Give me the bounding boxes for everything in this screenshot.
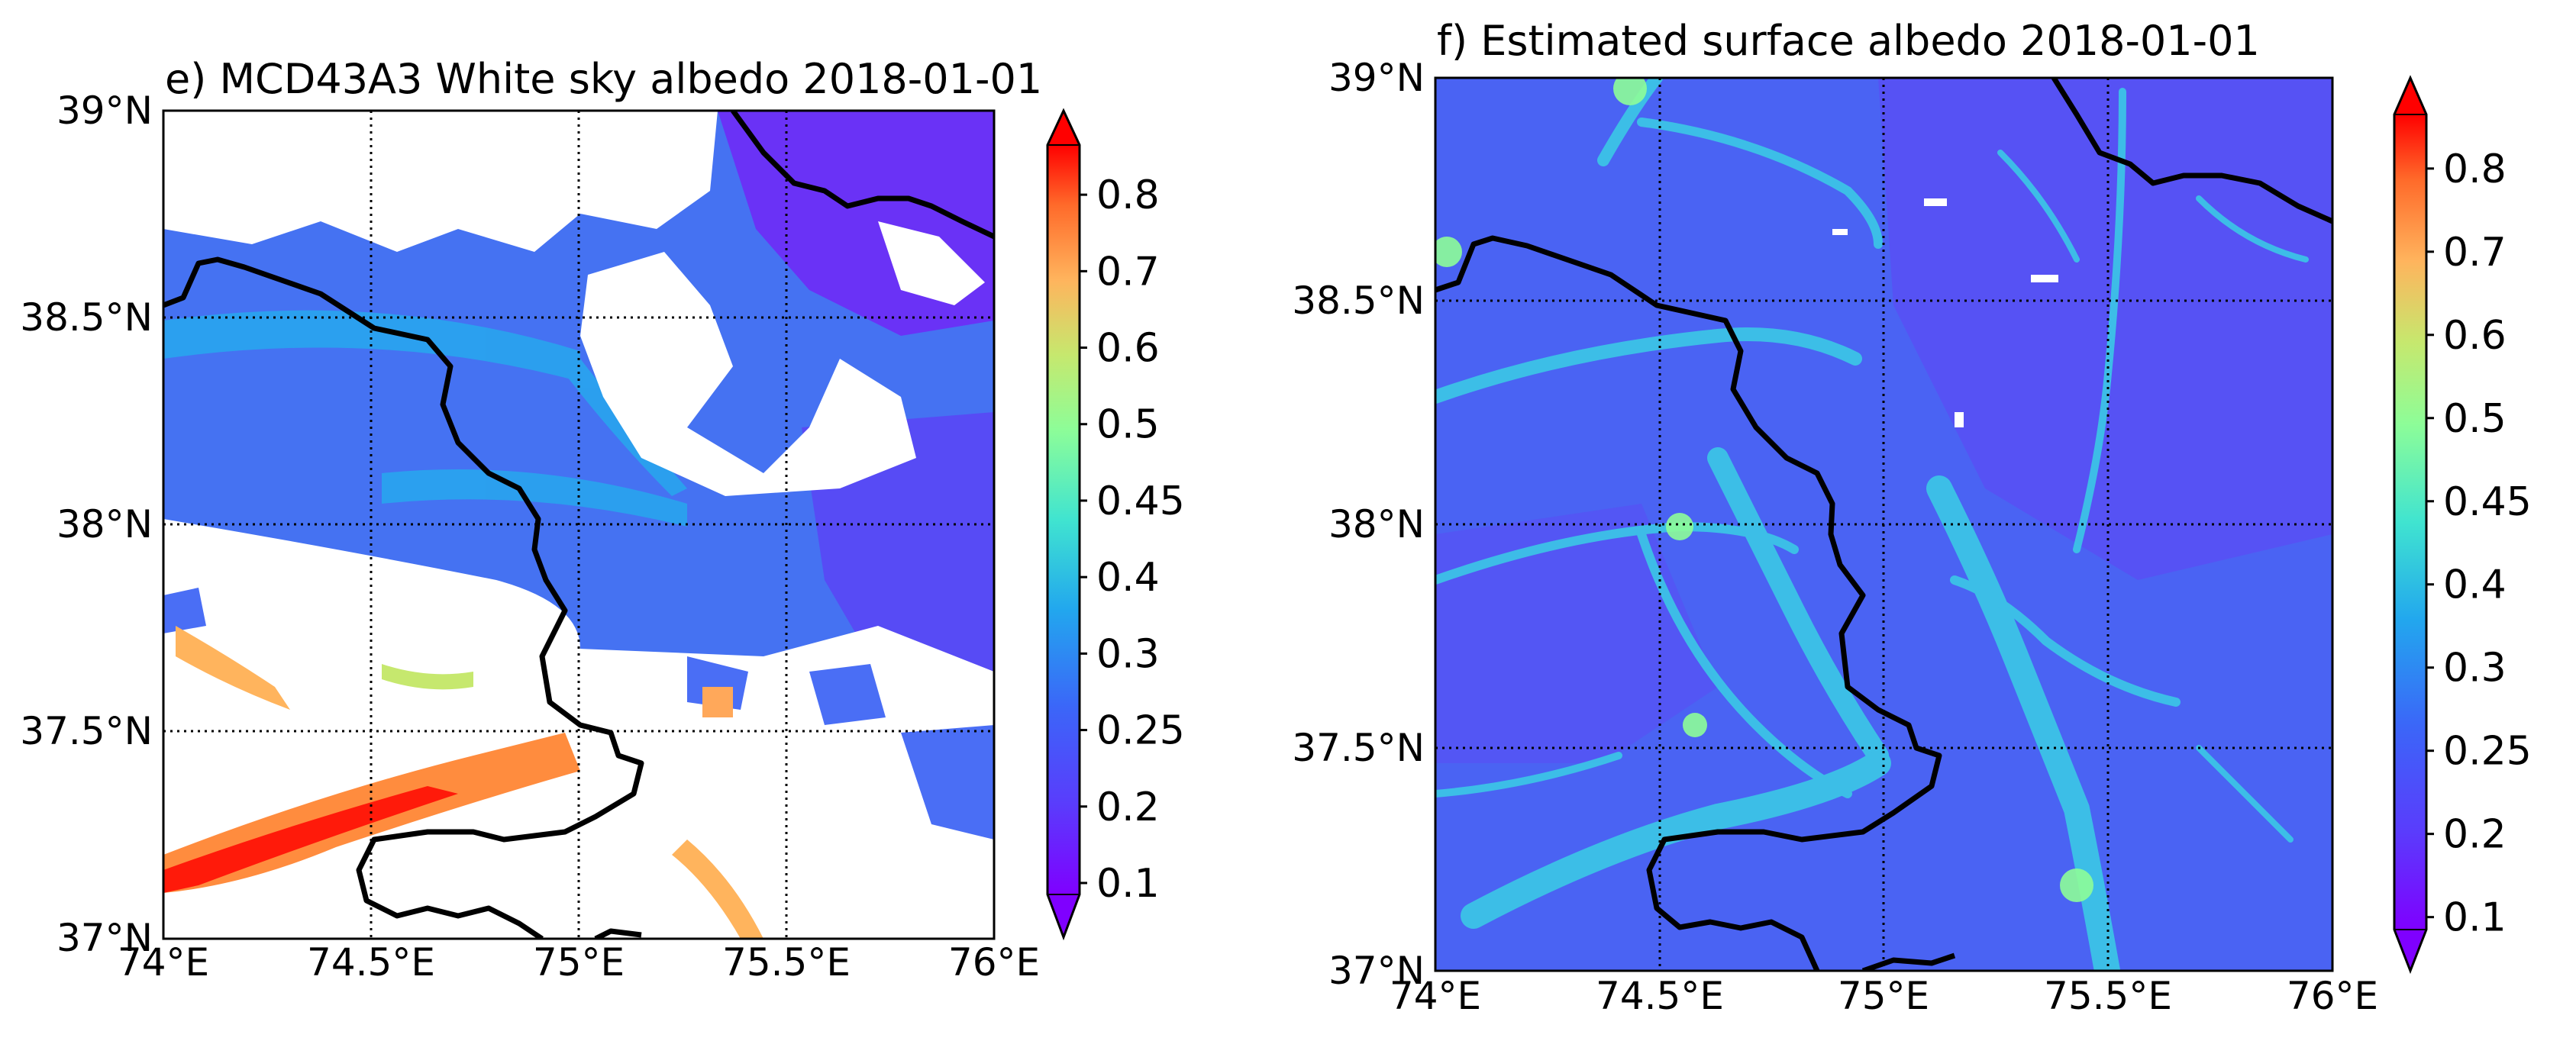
panel-f-map — [1435, 78, 2332, 971]
panel-f-xtick-75: 75°E — [1838, 974, 1929, 1018]
panel-e-colorbar-tick-label: 0.45 — [1096, 479, 1185, 524]
panel-e-colorbar-tick-label: 0.7 — [1096, 249, 1160, 295]
panel-f-xtick-76: 76°E — [2287, 974, 2378, 1018]
panel-e-colorbar-tick-label: 0.4 — [1096, 555, 1160, 601]
panel-f-colorbar-ramp — [2394, 114, 2426, 930]
panel-f: f) Estimated surface albedo 2018-01-01 — [1292, 17, 2532, 1018]
panel-e-colorbar-tick-label: 0.2 — [1096, 785, 1160, 830]
panel-f-colorbar-ticks: 0.1 0.2 0.25 0.3 0.4 0.45 0.5 0.6 0.7 0.8 — [2426, 147, 2532, 941]
panel-f-frame — [1434, 76, 2334, 972]
panel-e-frame — [162, 109, 996, 940]
panel-e-country-borders — [163, 111, 994, 939]
panel-f-colorbar-tick-label: 0.6 — [2443, 313, 2507, 359]
panel-e-xtick-76: 76°E — [948, 940, 1040, 985]
panel-f-ytick-37-5: 37.5°N — [1292, 726, 1425, 770]
panel-f-high-spots — [1435, 78, 2093, 902]
panel-f-colorbar-tick-label: 0.1 — [2443, 895, 2507, 941]
panel-f-missing-speckles — [1832, 198, 2058, 427]
panel-e-xtick-75: 75°E — [533, 940, 625, 985]
panel-e-colorbar-tick-label: 0.6 — [1096, 326, 1160, 372]
panel-f-violet-zone — [1878, 78, 2332, 580]
panel-e-ytick-37-5: 37.5°N — [20, 709, 153, 753]
panel-e-colorbar-tick-label: 0.25 — [1096, 708, 1185, 754]
panel-e-colorbar-tick-label: 0.8 — [1096, 172, 1160, 218]
panel-f-colorbar-tick-label: 0.8 — [2443, 147, 2507, 192]
panel-e-xtick-74-5: 74.5°E — [307, 940, 435, 985]
panel-e-xtick-74: 74°E — [118, 940, 209, 985]
panel-f-violet-zone-2 — [1435, 504, 1718, 763]
panel-f-colorbar-tick-label: 0.3 — [2443, 646, 2507, 691]
panel-e-ytick-37: 37°N — [56, 916, 153, 960]
panel-f-colorbar-extend-min — [2393, 929, 2428, 973]
panel-f-colorbar-outline — [2393, 75, 2428, 975]
panel-f-valleys — [1435, 78, 2309, 971]
panel-f-colorbar-extend-max — [2393, 76, 2428, 115]
panel-e-colorbar: 0.1 0.2 0.25 0.3 0.4 0.45 0.5 0.6 0.7 0.8 — [1046, 108, 1185, 941]
panel-e-xtick-75-5: 75.5°E — [722, 940, 851, 985]
panel-e: e) MCD43A3 White sky albedo 2018-01-01 — [20, 55, 1185, 985]
panel-e-colorbar-ticks: 0.1 0.2 0.25 0.3 0.4 0.45 0.5 0.6 0.7 0.8 — [1080, 172, 1185, 907]
panel-f-ytick-37: 37°N — [1328, 949, 1425, 993]
panel-e-map — [163, 111, 994, 939]
panel-e-gridlines — [163, 111, 994, 939]
panel-f-xtick-75-5: 75.5°E — [2044, 974, 2172, 1018]
panel-f-country-borders — [1435, 78, 2332, 971]
panel-f-xtick-74: 74°E — [1390, 974, 1481, 1018]
panel-e-title: e) MCD43A3 White sky albedo 2018-01-01 — [165, 55, 1042, 103]
panel-f-colorbar-tick-label: 0.5 — [2443, 396, 2507, 442]
panel-f-xtick-74-5: 74.5°E — [1596, 974, 1724, 1018]
panel-e-colorbar-tick-label: 0.5 — [1096, 402, 1160, 448]
panel-e-colorbar-ramp — [1048, 145, 1080, 894]
panel-e-colorbar-tick-label: 0.1 — [1096, 861, 1160, 907]
panel-e-ytick-38: 38°N — [56, 502, 153, 546]
panel-f-ytick-39: 39°N — [1328, 56, 1425, 100]
panel-e-colorbar-extend-min — [1046, 894, 1081, 939]
panel-e-ytick-38-5: 38.5°N — [20, 295, 153, 340]
panel-e-colorbar-extend-max — [1046, 108, 1081, 146]
panel-f-colorbar-tick-label: 0.2 — [2443, 812, 2507, 858]
panel-f-ytick-38-5: 38.5°N — [1292, 279, 1425, 323]
panel-f-ytick-38: 38°N — [1328, 502, 1425, 546]
panel-e-colorbar-outline — [1046, 108, 1081, 941]
panel-f-colorbar-tick-label: 0.7 — [2443, 230, 2507, 276]
panel-f-title: f) Estimated surface albedo 2018-01-01 — [1437, 17, 2260, 65]
panel-f-colorbar-tick-label: 0.25 — [2443, 729, 2532, 775]
panel-e-colorbar-tick-label: 0.3 — [1096, 631, 1160, 677]
panel-f-colorbar-tick-label: 0.4 — [2443, 562, 2507, 608]
panel-f-colorbar-tick-label: 0.45 — [2443, 479, 2532, 525]
panel-e-ytick-39: 39°N — [56, 89, 153, 133]
panel-e-blue-patches — [163, 588, 994, 840]
panel-f-colorbar: 0.1 0.2 0.25 0.3 0.4 0.45 0.5 0.6 0.7 0.8 — [2393, 75, 2532, 975]
